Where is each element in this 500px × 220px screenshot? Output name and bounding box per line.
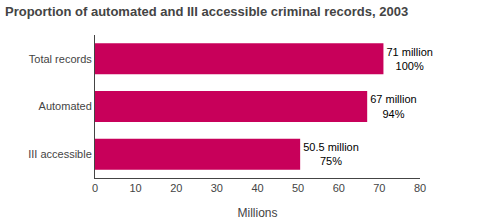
svg-text:71 million100%: 71 million100% — [386, 46, 432, 72]
svg-text:50.5 million75%: 50.5 million75% — [303, 141, 359, 167]
svg-text:Automated: Automated — [39, 100, 92, 112]
svg-text:30: 30 — [211, 182, 223, 194]
svg-text:Millions: Millions — [237, 206, 277, 220]
svg-text:40: 40 — [251, 182, 263, 194]
svg-text:Proportion of automated and II: Proportion of automated and III accessib… — [5, 4, 408, 19]
svg-text:10: 10 — [130, 182, 142, 194]
svg-text:67 million94%: 67 million94% — [370, 93, 416, 119]
svg-text:0: 0 — [92, 182, 98, 194]
svg-text:50: 50 — [292, 182, 304, 194]
svg-text:Total records: Total records — [29, 53, 92, 65]
svg-text:80: 80 — [414, 182, 426, 194]
svg-text:20: 20 — [170, 182, 182, 194]
svg-text:60: 60 — [333, 182, 345, 194]
svg-text:70: 70 — [373, 182, 385, 194]
svg-text:III accessible: III accessible — [28, 148, 92, 160]
